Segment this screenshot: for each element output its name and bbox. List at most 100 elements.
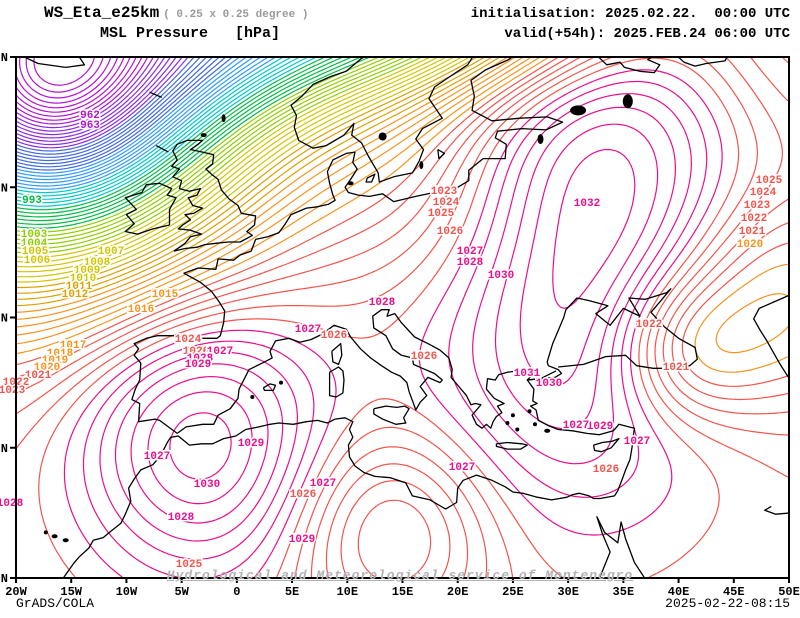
isobar-path — [130, 123, 659, 524]
coastline-path — [546, 288, 698, 369]
isobar-path — [82, 80, 708, 578]
isobar-path — [16, 57, 516, 320]
isobar-label: 1017 — [60, 340, 86, 352]
isobar-path — [38, 57, 740, 578]
isobar-path — [16, 57, 160, 132]
isobar-path — [16, 57, 189, 149]
isobar-path — [16, 57, 447, 268]
isobar-path — [16, 57, 119, 104]
isobar-label: 1026 — [437, 226, 463, 238]
isobar-label: 1022 — [636, 319, 662, 331]
island-or-lake-mark — [515, 427, 520, 432]
coastline-path — [171, 139, 257, 252]
coastlines — [22, 57, 789, 578]
isobar-label: 1028 — [457, 257, 484, 269]
x-tick-label: 5W — [174, 585, 189, 599]
y-tick-label: N — [1, 312, 8, 326]
isobar-label: 1024 — [175, 334, 202, 346]
x-tick-label: 10W — [116, 585, 138, 599]
isobar-path — [16, 57, 300, 200]
coastline-path — [373, 405, 410, 425]
isobar-path — [19, 57, 112, 99]
isobar-label: 993 — [22, 195, 42, 207]
isobar-label: 1023 — [431, 186, 458, 198]
island-or-lake-mark — [533, 422, 537, 427]
y-tick-label: N — [1, 181, 8, 195]
isobar-path — [16, 57, 423, 254]
isobar-label: 1023 — [0, 385, 26, 397]
isobar-label: 1003 — [21, 229, 48, 241]
isobar-path — [16, 57, 344, 218]
island-or-lake-mark — [250, 395, 255, 399]
coastline-path — [22, 57, 86, 69]
isobar-label: 1004 — [21, 238, 48, 250]
isobar-label: 1027 — [449, 462, 475, 474]
island-or-lake-mark — [279, 380, 283, 385]
isobar-label: 1027 — [207, 346, 233, 358]
coastline-path — [149, 91, 163, 98]
isobar-path — [16, 57, 292, 197]
isobar-path — [16, 57, 389, 237]
isobar-label: 1009 — [74, 265, 100, 277]
isobar-label: 1012 — [62, 289, 88, 301]
island-or-lake-mark — [537, 134, 544, 145]
coastline-path — [331, 342, 343, 366]
isobar-path — [16, 57, 362, 225]
isobar-label: 1007 — [98, 246, 124, 258]
isobar-label: 1022 — [741, 213, 767, 225]
isobar-label: 1027 — [457, 246, 483, 258]
isobar-path — [25, 57, 104, 93]
isobar-label: 1005 — [22, 246, 49, 258]
coastline-path — [753, 294, 789, 380]
isobar-path — [16, 57, 137, 117]
isobar-label: 1028 — [187, 353, 214, 365]
isobar-path — [16, 57, 277, 190]
isobar-path — [114, 106, 676, 542]
coastline-path — [62, 370, 636, 578]
resolution-note: ( 0.25 x 0.25 degree ) — [163, 9, 309, 21]
isobar-path — [16, 57, 254, 181]
x-tick-label: 15E — [392, 585, 414, 599]
generation-timestamp: 2025-02-22-08:15 — [665, 596, 790, 611]
isobar-label: 962 — [80, 110, 100, 122]
isobar-label: 1025 — [756, 175, 783, 187]
isobar-path — [16, 57, 171, 139]
isobar-label: 1030 — [536, 378, 562, 390]
island-or-lake-mark — [62, 538, 69, 543]
isobar-path — [16, 57, 262, 184]
x-tick-label: 20W — [5, 585, 27, 599]
island-or-lake-mark — [419, 161, 424, 170]
coastline-path — [176, 309, 563, 434]
island-or-lake-mark — [200, 133, 207, 138]
isobar-labels: 9629639931003100410051006100710081009101… — [0, 109, 784, 573]
isobar-label: 1027 — [144, 451, 170, 463]
isobar-label: 1024 — [750, 187, 777, 199]
isobar-label: 1029 — [185, 359, 211, 371]
x-tick-label: 40E — [668, 585, 690, 599]
isobar-path — [16, 57, 789, 578]
coastline-path — [365, 173, 376, 183]
x-tick-label: 0 — [233, 585, 240, 599]
isobar-path — [169, 412, 232, 480]
x-tick-label: 45E — [723, 585, 745, 599]
isobar-label: 1032 — [574, 198, 600, 210]
isobar-path — [16, 57, 247, 177]
isobar-path — [16, 57, 789, 373]
isobar-path — [16, 57, 470, 283]
isobar-path — [16, 57, 220, 165]
x-tick-label: 25E — [502, 585, 524, 599]
isobar-path — [16, 57, 532, 336]
isobar-label: 1027 — [563, 420, 589, 432]
isobar-path — [16, 57, 789, 354]
isobar-label: 1026 — [183, 346, 209, 358]
isobar-path — [16, 57, 227, 168]
isobar-label: 1025 — [176, 559, 203, 571]
coastline-path — [155, 145, 169, 153]
run-info-block: initialisation: 2025.02.22. 00:00 UTC val… — [471, 4, 790, 44]
map-frame: 20W 15W 10W 5W 0 5E 10E 15E 20E 25E 30E 35E 40E 45E 50… — [1, 51, 800, 599]
isobar-path — [16, 57, 269, 187]
isobar-label: 1029 — [587, 421, 613, 433]
isobar-label: 1011 — [66, 281, 93, 293]
isobar-label: 1021 — [739, 226, 766, 238]
